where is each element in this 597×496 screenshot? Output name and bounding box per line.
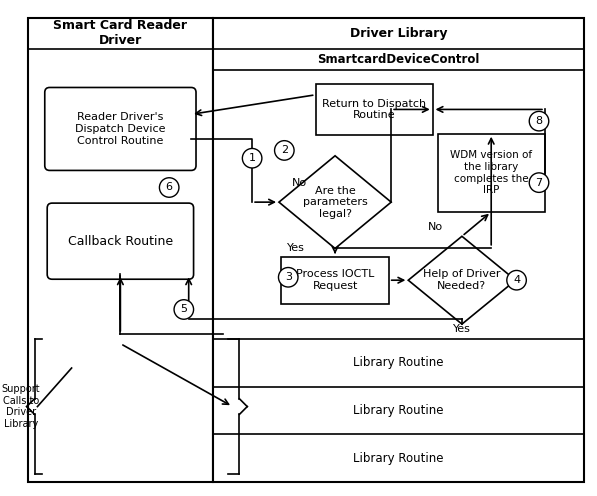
- Bar: [438, 134, 545, 212]
- Text: 3: 3: [285, 272, 292, 282]
- Text: Library Routine: Library Routine: [353, 452, 444, 465]
- Circle shape: [507, 270, 527, 290]
- Text: Support
Calls to
Driver
Library: Support Calls to Driver Library: [2, 384, 40, 429]
- Text: 6: 6: [166, 183, 173, 192]
- Text: Driver Library: Driver Library: [350, 27, 447, 40]
- Text: Help of Driver
Needed?: Help of Driver Needed?: [423, 269, 501, 291]
- Text: Are the
parameters
legal?: Are the parameters legal?: [303, 186, 367, 219]
- FancyBboxPatch shape: [47, 203, 193, 279]
- Text: 4: 4: [513, 275, 520, 285]
- Bar: [281, 257, 389, 304]
- Circle shape: [278, 267, 298, 287]
- Text: Yes: Yes: [287, 243, 305, 253]
- Text: Smart Card Reader
Driver: Smart Card Reader Driver: [53, 19, 187, 47]
- Polygon shape: [408, 236, 516, 324]
- Text: Library Routine: Library Routine: [353, 356, 444, 369]
- Circle shape: [242, 148, 262, 168]
- Text: Library Routine: Library Routine: [353, 404, 444, 417]
- Circle shape: [174, 300, 193, 319]
- Text: Process IOCTL
Request: Process IOCTL Request: [296, 269, 374, 291]
- Circle shape: [530, 173, 549, 192]
- Circle shape: [530, 112, 549, 131]
- FancyBboxPatch shape: [45, 87, 196, 171]
- Text: 5: 5: [180, 305, 187, 314]
- Bar: [213, 18, 584, 482]
- Polygon shape: [279, 156, 391, 248]
- Bar: [316, 84, 433, 135]
- Text: 8: 8: [536, 116, 543, 126]
- Text: No: No: [291, 178, 306, 187]
- Text: 1: 1: [248, 153, 256, 163]
- Text: 2: 2: [281, 145, 288, 155]
- Text: Reader Driver's
Dispatch Device
Control Routine: Reader Driver's Dispatch Device Control …: [75, 113, 165, 145]
- Text: SmartcardDeviceControl: SmartcardDeviceControl: [318, 53, 479, 66]
- Circle shape: [275, 141, 294, 160]
- Text: WDM version of
the library
completes the
IRP: WDM version of the library completes the…: [450, 150, 533, 195]
- Text: Return to Dispatch
Routine: Return to Dispatch Routine: [322, 99, 426, 120]
- Circle shape: [159, 178, 179, 197]
- Text: Yes: Yes: [453, 324, 471, 334]
- Text: No: No: [428, 222, 443, 232]
- Text: 7: 7: [536, 178, 543, 187]
- Bar: [27, 18, 213, 482]
- Text: Callback Routine: Callback Routine: [68, 235, 173, 248]
